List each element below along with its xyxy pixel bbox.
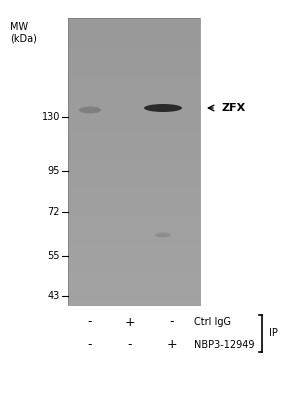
Text: 55: 55 [47,251,60,261]
Text: 95: 95 [48,166,60,176]
Text: 72: 72 [47,207,60,217]
Text: +: + [167,338,177,352]
Text: 130: 130 [42,112,60,122]
Ellipse shape [155,232,171,238]
Ellipse shape [144,104,182,112]
Text: -: - [170,316,174,328]
Text: ZFX: ZFX [222,103,246,113]
Ellipse shape [79,106,101,114]
Text: IP: IP [269,328,278,338]
Text: -: - [88,338,92,352]
Text: -: - [88,316,92,328]
Text: +: + [125,316,135,328]
Text: NBP3-12949: NBP3-12949 [194,340,255,350]
Text: MW
(kDa): MW (kDa) [10,22,37,44]
Text: 43: 43 [48,291,60,301]
Bar [68,18,200,305]
Text: Ctrl IgG: Ctrl IgG [194,317,231,327]
Text: -: - [128,338,132,352]
